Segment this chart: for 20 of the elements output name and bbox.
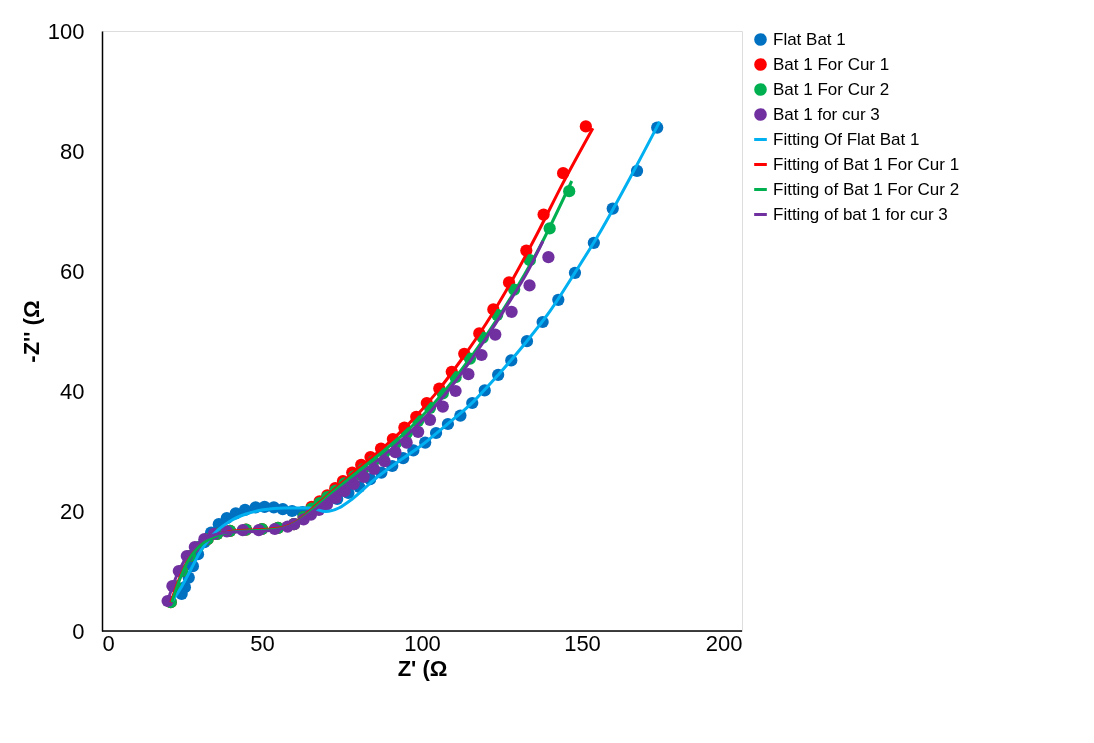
y-tick-label: 80 [60,138,85,164]
x-tick-label: 50 [250,630,275,656]
legend-label: Bat 1 for cur 3 [773,104,880,124]
y-tick-label: 60 [60,258,85,284]
y-axis-title: -Z'' (Ω [18,300,44,363]
legend-label: Bat 1 For Cur 1 [773,54,890,74]
legend-label: Bat 1 For Cur 2 [773,79,890,99]
x-tick-label: 0 [102,630,115,656]
legend-label: Flat Bat 1 [773,29,846,49]
legend-label: Fitting Of Flat Bat 1 [773,129,920,149]
legend-label: Fitting of Bat 1 For Cur 2 [773,179,960,199]
x-tick-label: 100 [404,630,441,656]
x-tick-label: 200 [705,630,743,656]
legend-label: Fitting of Bat 1 For Cur 1 [773,154,960,174]
y-tick-label: 20 [60,498,85,524]
y-tick-label: 100 [47,18,85,44]
x-axis-title: Z' (Ω [397,655,448,681]
y-tick-label: 40 [60,378,85,404]
x-tick-label: 150 [564,630,601,656]
legend-label: Fitting of bat 1 for cur 3 [773,204,948,224]
